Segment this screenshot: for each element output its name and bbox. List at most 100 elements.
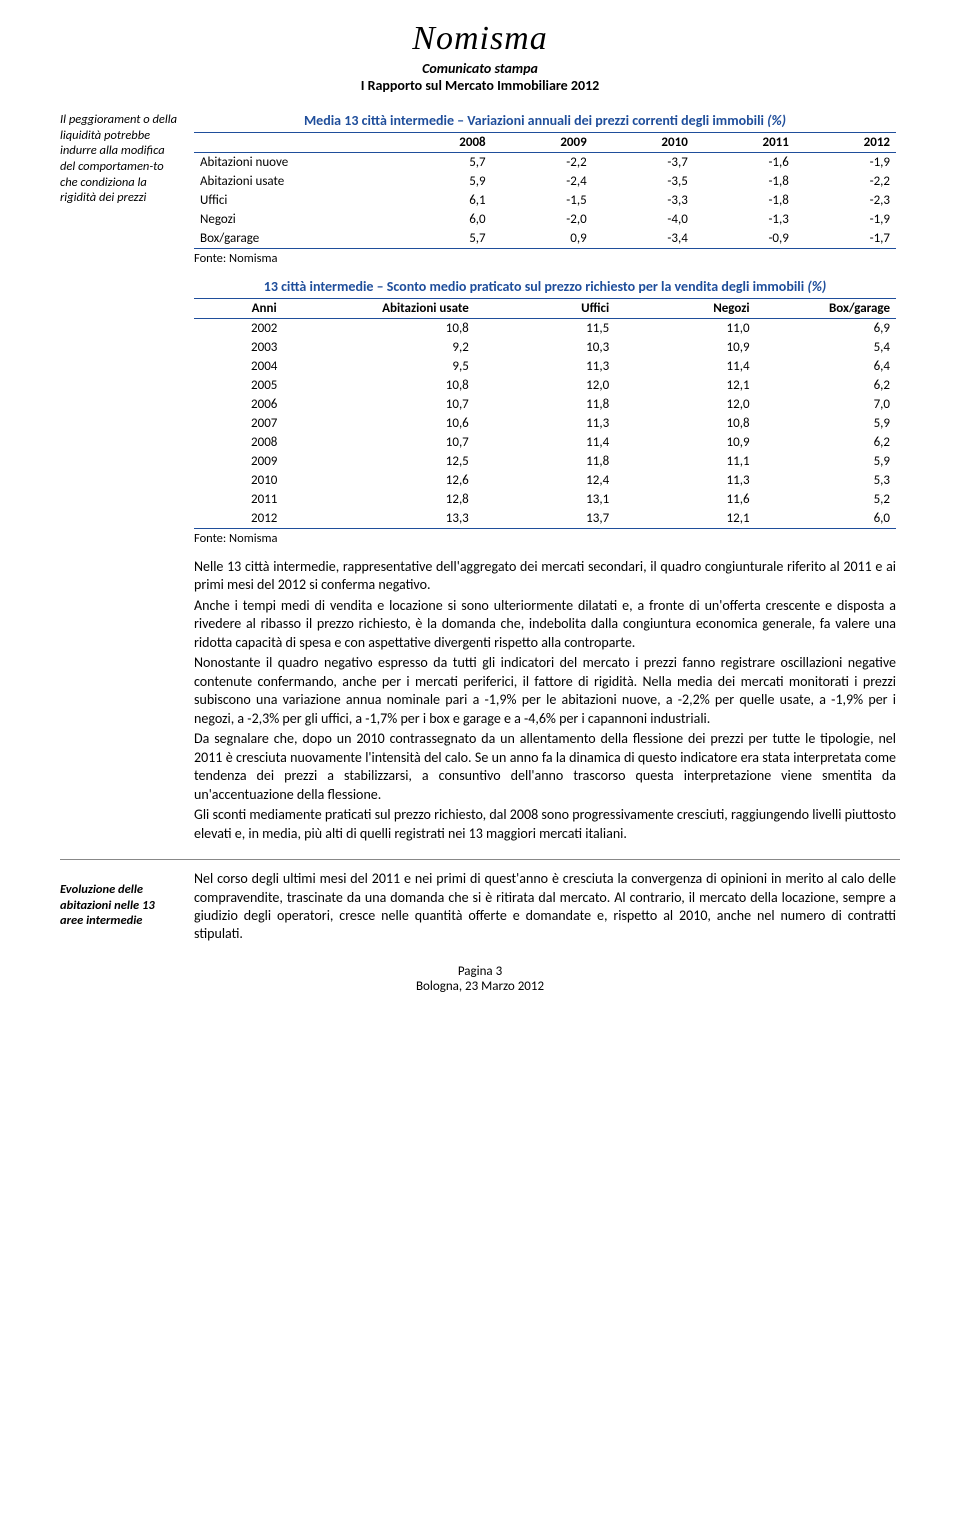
table1-cell: -1,6: [694, 153, 795, 173]
table1-cell: -2,2: [795, 172, 896, 191]
table2-cell: 5,3: [756, 471, 896, 490]
table2-head-4: Box/garage: [756, 299, 896, 319]
footer-date: Bologna, 23 Marzo 2012: [60, 979, 900, 994]
table1-head-5: 2012: [795, 133, 896, 153]
table2-cell: 11,5: [475, 319, 615, 339]
table2-cell: 11,3: [475, 414, 615, 433]
table2-cell: 6,4: [756, 357, 896, 376]
table2-row: 200810,711,410,96,2: [194, 433, 896, 452]
table2-cell: 11,1: [615, 452, 755, 471]
para-2: Anche i tempi medi di vendita e locazion…: [194, 597, 896, 652]
table2-cell: 10,9: [615, 433, 755, 452]
table2-cell: 11,4: [475, 433, 615, 452]
table2-cell: 7,0: [756, 395, 896, 414]
table2-cell: 5,9: [756, 452, 896, 471]
table2-head-0: Anni: [194, 299, 334, 319]
header-sub1: Comunicato stampa: [60, 60, 900, 77]
table1-row: Negozi6,0-2,0-4,0-1,3-1,9: [194, 210, 896, 229]
table1-row: Box/garage5,70,9-3,4-0,9-1,7: [194, 229, 896, 249]
table2-cell: 2003: [194, 338, 334, 357]
table2-cell: 11,0: [615, 319, 755, 339]
content-top: Il peggiorament o della liquidità potreb…: [60, 112, 900, 845]
table2-cell: 13,7: [475, 509, 615, 529]
table2-cell: 5,4: [756, 338, 896, 357]
table1-source: Fonte: Nomisma: [194, 251, 896, 266]
table1-head-3: 2010: [593, 133, 694, 153]
table2-row: 20049,511,311,46,4: [194, 357, 896, 376]
table2-cell: 10,6: [334, 414, 474, 433]
table2-row: 201012,612,411,35,3: [194, 471, 896, 490]
table1-row: Uffici6,1-1,5-3,3-1,8-2,3: [194, 191, 896, 210]
table1-cell: -3,7: [593, 153, 694, 173]
table2-row: 200210,811,511,06,9: [194, 319, 896, 339]
table1-cell: -3,5: [593, 172, 694, 191]
table2-row: 20039,210,310,95,4: [194, 338, 896, 357]
table1-row: Abitazioni nuove5,7-2,2-3,7-1,6-1,9: [194, 153, 896, 173]
header-sub2: I Rapporto sul Mercato Immobiliare 2012: [60, 77, 900, 94]
table1-row: Abitazioni usate5,9-2,4-3,5-1,8-2,2: [194, 172, 896, 191]
table2-row: 200710,611,310,85,9: [194, 414, 896, 433]
table2-cell: 6,0: [756, 509, 896, 529]
table2-cell: 6,2: [756, 433, 896, 452]
table2-cell: 2010: [194, 471, 334, 490]
page-footer: Pagina 3 Bologna, 23 Marzo 2012: [60, 964, 900, 994]
table1-cell: -1,5: [492, 191, 593, 210]
table2-cell: 2011: [194, 490, 334, 509]
table1-title-pct: (%): [767, 112, 786, 129]
page-header: Nomisma Comunicato stampa I Rapporto sul…: [60, 20, 900, 94]
table2-title-text: 13 città intermedie – Sconto medio prati…: [264, 278, 808, 295]
para-4: Da segnalare che, dopo un 2010 contrasse…: [194, 730, 896, 804]
sidebar-note-bottom: Evoluzione delle abitazioni nelle 13 are…: [60, 882, 180, 929]
table2-cell: 2012: [194, 509, 334, 529]
table2-cell: 11,3: [475, 357, 615, 376]
table2-row: 201112,813,111,65,2: [194, 490, 896, 509]
table2-source: Fonte: Nomisma: [194, 531, 896, 546]
table2-cell: 6,9: [756, 319, 896, 339]
left-column-bottom: Evoluzione delle abitazioni nelle 13 are…: [60, 870, 180, 946]
table1-cell: -1,3: [694, 210, 795, 229]
table1-cell: -3,4: [593, 229, 694, 249]
table2-cell: 11,3: [615, 471, 755, 490]
table1-cell: -2,0: [492, 210, 593, 229]
table2-cell: 12,1: [615, 509, 755, 529]
table2-cell: 12,0: [615, 395, 755, 414]
table2-cell: 13,3: [334, 509, 474, 529]
table1-cell: Abitazioni usate: [194, 172, 391, 191]
table1-head-4: 2011: [694, 133, 795, 153]
table1-cell: 6,1: [391, 191, 492, 210]
table2-cell: 2002: [194, 319, 334, 339]
table2-head-2: Uffici: [475, 299, 615, 319]
table2-cell: 12,4: [475, 471, 615, 490]
para-1: Nelle 13 città intermedie, rappresentati…: [194, 558, 896, 595]
table1-head-2: 2009: [492, 133, 593, 153]
table2-cell: 11,6: [615, 490, 755, 509]
table2-cell: 11,8: [475, 452, 615, 471]
table1-title: Media 13 città intermedie – Variazioni a…: [194, 112, 896, 129]
table1-cell: -1,8: [694, 172, 795, 191]
table2-title-pct: (%): [807, 278, 826, 295]
table2-cell: 10,7: [334, 395, 474, 414]
para-6: Nel corso degli ultimi mesi del 2011 e n…: [194, 870, 896, 944]
table2-cell: 6,2: [756, 376, 896, 395]
table2-cell: 10,3: [475, 338, 615, 357]
table2-cell: 12,6: [334, 471, 474, 490]
table1-cell: -3,3: [593, 191, 694, 210]
body-text-top: Nelle 13 città intermedie, rappresentati…: [194, 558, 896, 843]
table1-cell: Box/garage: [194, 229, 391, 249]
logo: Nomisma: [60, 20, 900, 58]
table1-cell: -1,8: [694, 191, 795, 210]
content-bottom: Evoluzione delle abitazioni nelle 13 are…: [60, 859, 900, 946]
table2-cell: 10,7: [334, 433, 474, 452]
table2-row: 201213,313,712,16,0: [194, 509, 896, 529]
table1-cell: -4,0: [593, 210, 694, 229]
table2-title: 13 città intermedie – Sconto medio prati…: [194, 278, 896, 295]
table1-cell: -2,4: [492, 172, 593, 191]
table2-cell: 13,1: [475, 490, 615, 509]
table2-cell: 12,5: [334, 452, 474, 471]
table2-head-1: Abitazioni usate: [334, 299, 474, 319]
sidebar-note-top: Il peggiorament o della liquidità potreb…: [60, 112, 180, 206]
table1: 2008 2009 2010 2011 2012 Abitazioni nuov…: [194, 132, 896, 249]
table2-cell: 11,8: [475, 395, 615, 414]
right-column-bottom: Nel corso degli ultimi mesi del 2011 e n…: [194, 870, 900, 946]
table2-header-row: Anni Abitazioni usate Uffici Negozi Box/…: [194, 299, 896, 319]
